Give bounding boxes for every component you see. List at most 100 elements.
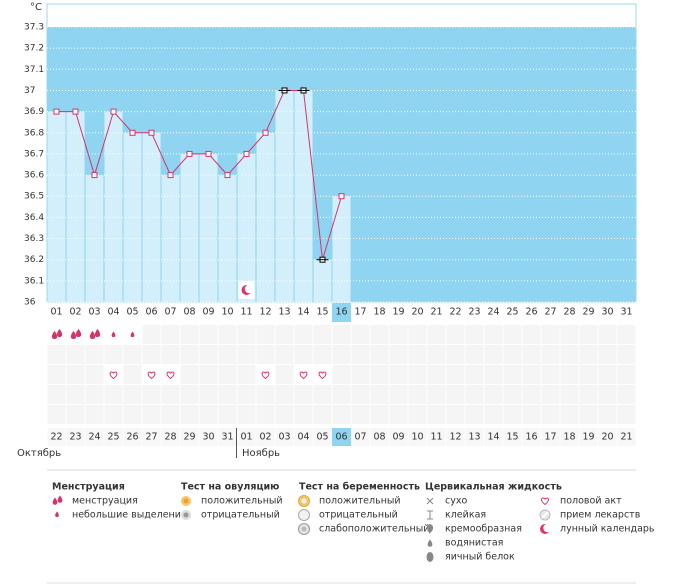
date-label: 31 [221, 432, 233, 443]
x-tick-label: 10 [221, 307, 233, 318]
grid-cell [275, 325, 294, 344]
date-cell [598, 428, 617, 446]
grid-cell [503, 345, 522, 364]
y-tick-label: 36.2 [24, 255, 44, 265]
grid-cell [465, 325, 484, 344]
legend-icon [427, 539, 433, 547]
date-label: 28 [164, 432, 176, 443]
date-label: 26 [126, 432, 138, 443]
date-cell [123, 428, 142, 446]
light-bleeding-icon [111, 331, 116, 338]
grid-cell [389, 385, 408, 404]
grid-cell [294, 325, 313, 344]
x-tick-label: 28 [563, 307, 575, 318]
grid-cell [370, 405, 389, 424]
legend-icon [298, 509, 310, 521]
today-marker [332, 303, 351, 322]
date-label: 06 [335, 432, 347, 443]
sex-icon [109, 371, 118, 380]
grid-cell [408, 385, 427, 404]
date-label: 21 [620, 432, 632, 443]
grid-cell [313, 385, 332, 404]
grid-cell [522, 365, 541, 384]
legend-item: положительный [319, 496, 401, 507]
legend-title: Тест на овуляцию [181, 482, 279, 493]
grid-cell [199, 365, 218, 384]
grid-cell [503, 365, 522, 384]
grid-cell [275, 385, 294, 404]
x-tick-label: 22 [449, 307, 461, 318]
legend-icon [541, 497, 549, 506]
grid-cell [408, 345, 427, 364]
grid-cell [332, 385, 351, 404]
grid-cell [199, 345, 218, 364]
date-label: 10 [411, 432, 423, 443]
legend-icon [301, 526, 307, 532]
y-tick-label: 37.3 [24, 23, 44, 33]
grid-cell [332, 325, 351, 344]
date-label: 01 [240, 432, 252, 443]
grid-cell [370, 325, 389, 344]
grid-cell [123, 365, 142, 384]
grid-cell [503, 385, 522, 404]
date-cell [313, 428, 332, 446]
y-tick-label: 37 [24, 86, 35, 96]
date-cell [47, 428, 66, 446]
legend-item: кремообразная [445, 524, 522, 535]
legend-item: небольшие выделения [72, 510, 187, 521]
grid-cell [617, 345, 636, 364]
grid-cell [275, 365, 294, 384]
date-cell [199, 428, 218, 446]
grid-cell [427, 365, 446, 384]
light-bleeding-icon [130, 331, 135, 338]
grid-cell [389, 365, 408, 384]
x-tick-label: 27 [544, 307, 556, 318]
legend-item: отрицательный [201, 510, 280, 521]
legend-title: Тест на беременность [299, 482, 420, 493]
x-tick-label: 03 [88, 307, 100, 318]
legend-title: Менструация [52, 482, 125, 493]
temperature-bar [294, 90, 313, 302]
grid-cell [541, 405, 560, 424]
legend-icon [57, 495, 63, 503]
grid-cell [313, 405, 332, 424]
date-cell [408, 428, 427, 446]
temperature-bar [104, 111, 123, 302]
grid-cell [275, 405, 294, 424]
grid-cell [104, 345, 123, 364]
grid-cell [408, 325, 427, 344]
date-label: 02 [259, 432, 271, 443]
date-label: 18 [563, 432, 575, 443]
x-tick-label: 09 [202, 307, 214, 318]
x-tick-label: 31 [620, 307, 632, 318]
sex-icon [166, 371, 175, 380]
date-cell [560, 428, 579, 446]
grid-cell [218, 385, 237, 404]
grid-cell [85, 385, 104, 404]
sex-icon [147, 371, 156, 380]
legend-item: менструация [72, 496, 138, 507]
grid-cell [617, 325, 636, 344]
legend-icon [543, 523, 552, 533]
grid-cell [85, 405, 104, 424]
grid-cell [123, 405, 142, 424]
grid-cell [199, 325, 218, 344]
grid-cell [313, 345, 332, 364]
date-cell [161, 428, 180, 446]
date-cell [294, 428, 313, 446]
date-label: 12 [449, 432, 461, 443]
grid-cell [522, 405, 541, 424]
menstruation-icon [75, 329, 82, 337]
grid-cell [503, 405, 522, 424]
y-tick-label: 37.2 [24, 44, 44, 54]
grid-cell [199, 405, 218, 424]
temperature-bar [199, 153, 218, 302]
date-cell [218, 428, 237, 446]
grid-cell [161, 385, 180, 404]
grid-cell [522, 385, 541, 404]
grid-cell [617, 385, 636, 404]
legend-icon [301, 498, 307, 504]
y-tick-label: 36.8 [24, 128, 44, 138]
grid-cell [560, 385, 579, 404]
